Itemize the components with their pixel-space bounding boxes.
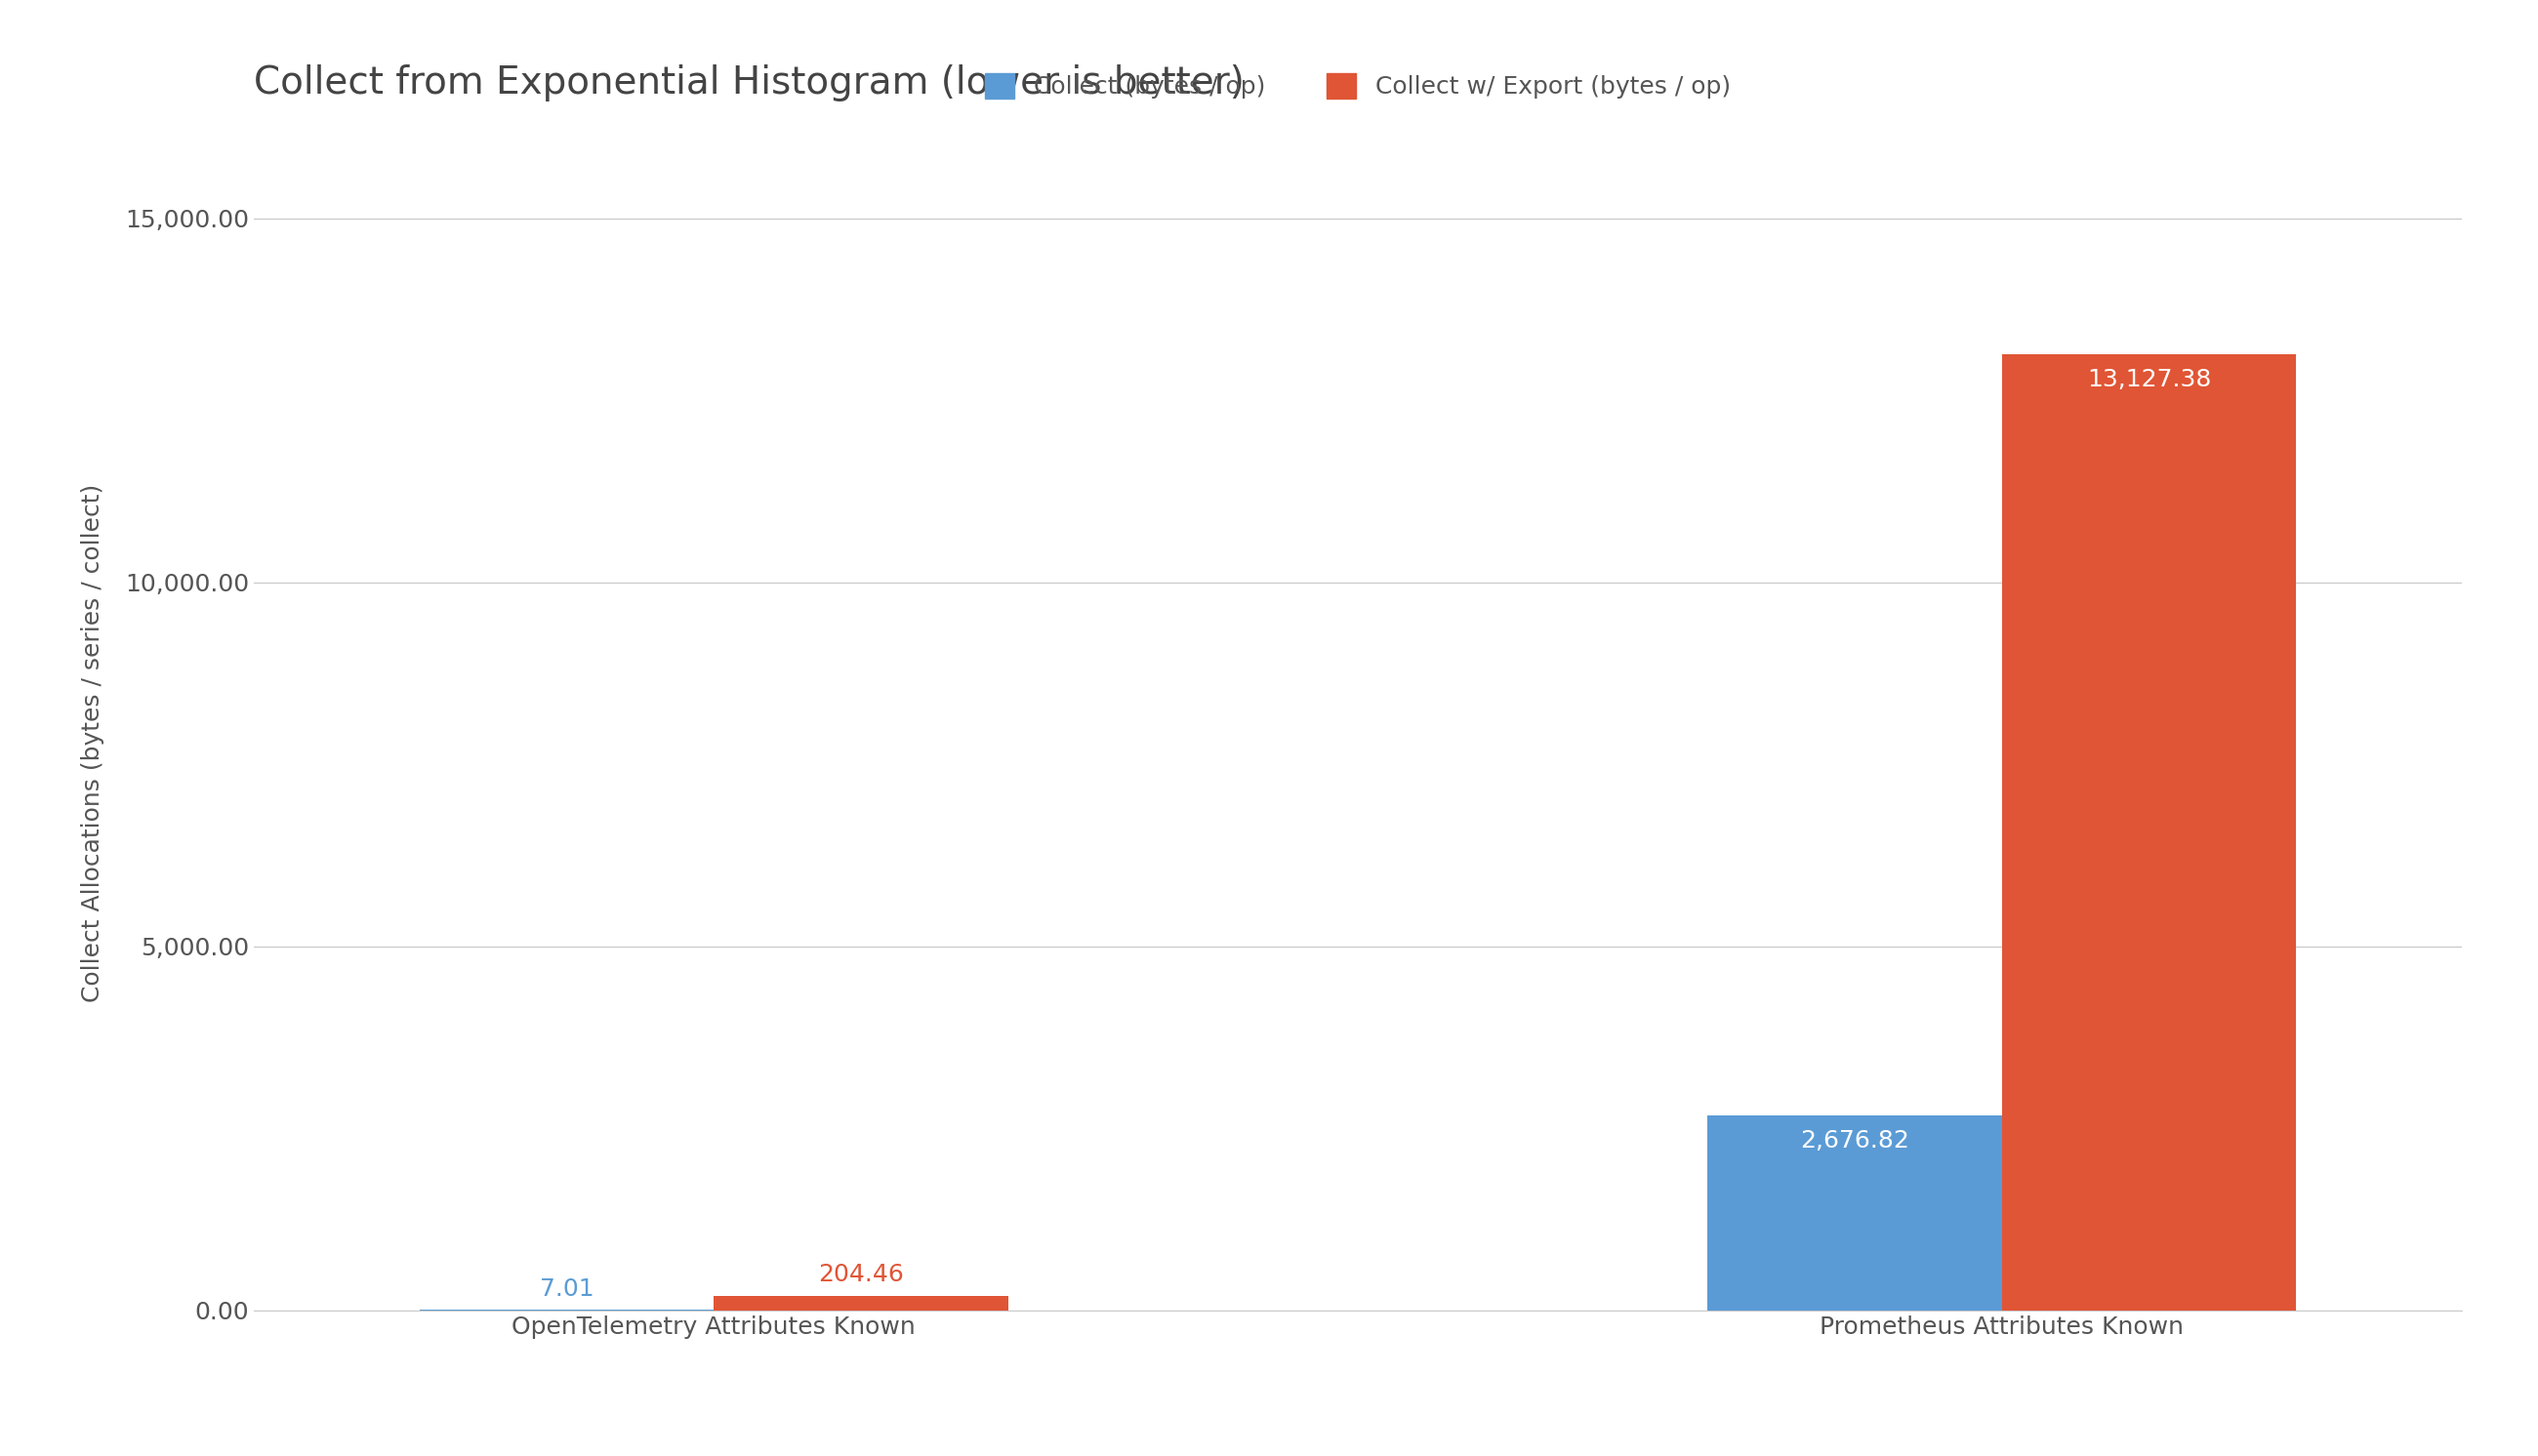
Bar	[2002, 355, 2297, 1310]
Text: 13,127.38: 13,127.38	[2086, 368, 2211, 392]
Text: 2,676.82: 2,676.82	[1799, 1130, 1909, 1153]
Y-axis label: Collect Allocations (bytes / series / collect): Collect Allocations (bytes / series / co…	[81, 483, 104, 1002]
Legend: Collect (bytes / op), Collect w/ Export (bytes / op): Collect (bytes / op), Collect w/ Export …	[985, 73, 1731, 99]
Text: 204.46: 204.46	[817, 1262, 904, 1287]
Text: Collect from Exponential Histogram (lower is better): Collect from Exponential Histogram (lowe…	[254, 64, 1244, 102]
Text: 7.01: 7.01	[541, 1277, 594, 1300]
Bar	[1708, 1115, 2002, 1310]
Bar	[713, 1296, 1008, 1310]
